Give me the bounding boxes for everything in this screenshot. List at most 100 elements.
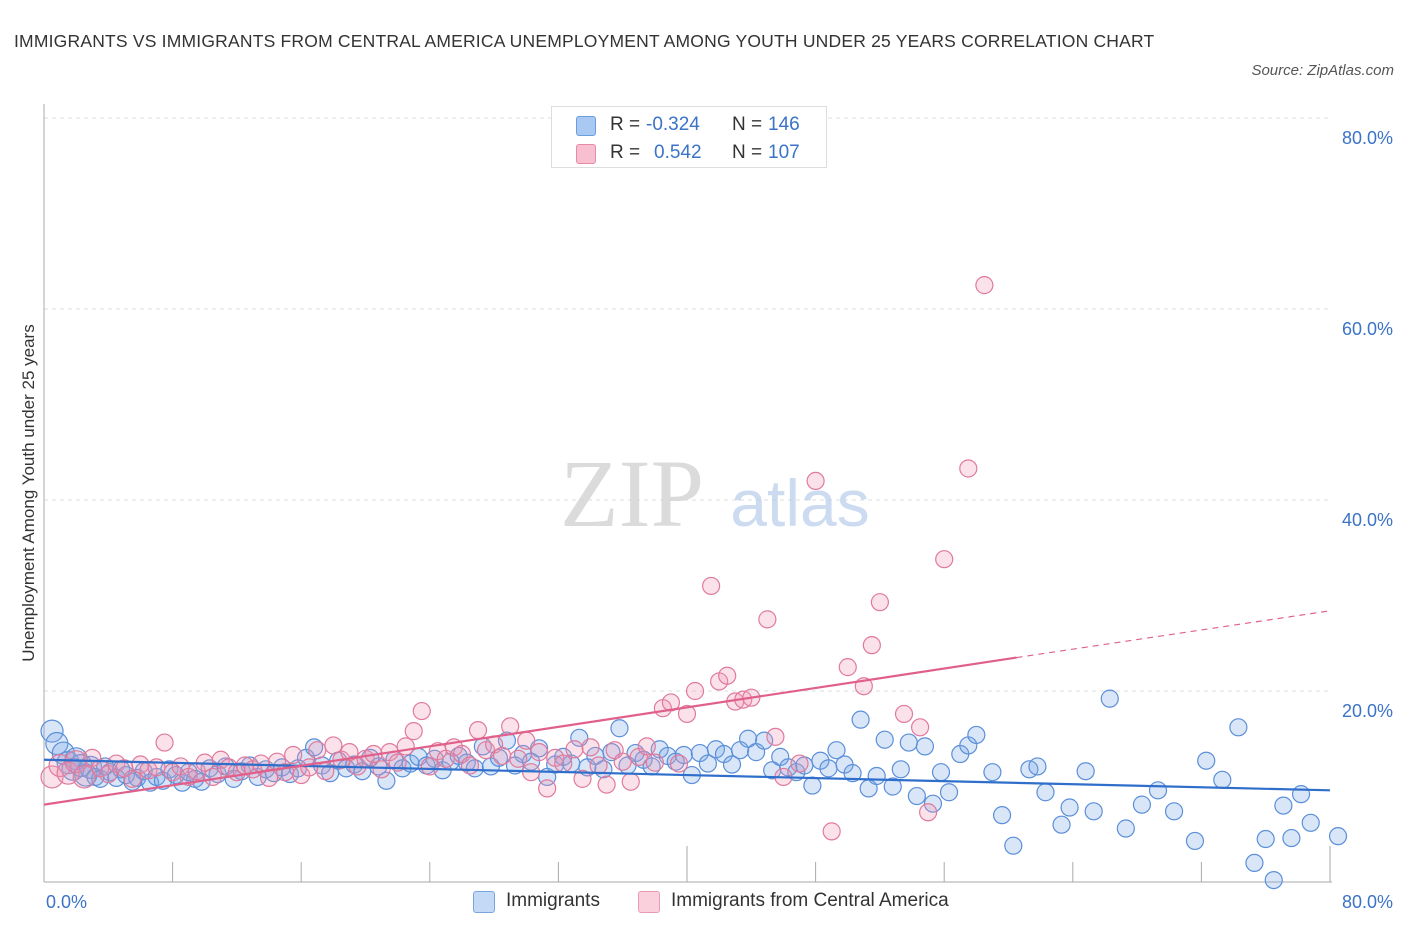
point-immigrants	[698, 754, 717, 773]
point-immigrants	[843, 764, 862, 783]
point-immigrants	[738, 729, 758, 748]
point-central-america	[420, 757, 439, 776]
point-central-america	[677, 704, 697, 724]
legend-label-immigrants: Immigrants	[506, 890, 600, 911]
y-tick-label: 60.0%	[1342, 319, 1393, 339]
point-central-america	[669, 754, 689, 773]
legend-n-value: 146	[768, 114, 800, 135]
point-immigrants	[883, 777, 902, 796]
point-immigrants	[983, 763, 1002, 782]
legend-r-label: R =	[610, 142, 641, 163]
data-points	[40, 276, 1348, 890]
point-immigrants	[610, 719, 629, 738]
legend-swatch-central-america	[576, 144, 596, 164]
point-immigrants	[1291, 785, 1311, 804]
point-central-america	[460, 756, 480, 775]
point-central-america	[340, 743, 359, 762]
point-central-america	[372, 760, 391, 779]
point-central-america	[300, 758, 319, 777]
point-central-america	[259, 768, 279, 788]
point-immigrants	[377, 771, 396, 790]
point-central-america	[493, 746, 512, 766]
point-central-america	[838, 658, 857, 677]
point-central-america	[685, 681, 705, 701]
point-central-america	[123, 769, 142, 788]
legend-r-value: 0.542	[654, 142, 702, 163]
legend-n-value: 107	[768, 142, 800, 163]
legend-r-value: -0.324	[646, 114, 700, 135]
point-central-america	[284, 745, 303, 765]
trend-line-central-america-extension	[1016, 610, 1331, 659]
point-immigrants	[907, 786, 926, 806]
point-immigrants	[1274, 796, 1293, 815]
point-central-america	[870, 593, 890, 612]
point-immigrants	[1028, 757, 1047, 776]
point-central-america	[959, 459, 978, 478]
point-immigrants	[803, 776, 822, 795]
point-central-america	[766, 727, 785, 746]
point-central-america	[975, 276, 994, 295]
point-central-america	[509, 749, 528, 768]
grid-lines	[44, 117, 1330, 692]
point-central-america	[758, 610, 777, 629]
point-central-america	[530, 743, 549, 762]
point-immigrants	[1148, 781, 1168, 800]
point-central-america	[324, 736, 343, 755]
point-central-america	[621, 772, 640, 791]
point-immigrants	[1185, 831, 1205, 851]
point-central-america	[396, 737, 415, 756]
point-immigrants	[851, 710, 870, 729]
point-immigrants	[967, 725, 986, 745]
legend-label-central-america: Immigrants from Central America	[671, 890, 949, 911]
point-immigrants	[1197, 751, 1216, 770]
point-central-america	[468, 721, 488, 740]
point-immigrants	[1328, 827, 1348, 846]
watermark-zip: ZIP	[560, 440, 704, 547]
point-immigrants	[827, 741, 846, 760]
point-central-america	[806, 471, 825, 490]
point-immigrants	[899, 733, 918, 752]
correlation-legend: R = -0.324 N = 146 R = 0.542 N = 107	[551, 106, 827, 168]
point-central-america	[919, 803, 938, 822]
point-central-america	[388, 753, 407, 772]
point-immigrants	[304, 738, 324, 757]
point-immigrants	[1245, 853, 1264, 873]
point-immigrants	[1282, 828, 1301, 848]
chart-source: Source: ZipAtlas.com	[1251, 62, 1394, 79]
point-central-america	[72, 765, 96, 789]
point-immigrants	[915, 737, 935, 756]
point-central-america	[573, 769, 592, 788]
point-central-america	[589, 756, 608, 775]
point-immigrants	[931, 763, 951, 782]
point-immigrants	[1132, 795, 1152, 814]
y-axis-label: Unemployment Among Youth under 25 years	[19, 324, 38, 661]
legend-swatch-central-america	[638, 891, 660, 913]
legend-r-label: R =	[610, 114, 641, 135]
point-central-america	[661, 693, 681, 712]
point-central-america	[554, 754, 573, 773]
point-central-america	[910, 718, 930, 737]
legend-n-label: N =	[732, 142, 763, 163]
point-central-america	[538, 779, 557, 798]
point-immigrants	[923, 794, 943, 813]
point-immigrants	[1060, 798, 1079, 817]
point-immigrants	[867, 766, 886, 786]
point-immigrants	[1036, 783, 1055, 802]
point-immigrants	[1264, 870, 1283, 890]
trend-line-central-america	[43, 656, 1017, 806]
point-central-america	[308, 741, 327, 760]
y-tick-label: 80.0%	[1342, 128, 1393, 148]
point-immigrants	[465, 759, 484, 778]
point-central-america	[702, 576, 721, 596]
tick-labels: 20.0% 40.0% 60.0% 80.0% 0.0% 80.0%	[46, 128, 1393, 912]
point-central-america	[597, 775, 616, 794]
point-central-america	[565, 740, 584, 759]
point-immigrants	[1084, 802, 1103, 821]
y-tick-label: 40.0%	[1342, 510, 1393, 530]
point-central-america	[412, 701, 431, 721]
y-tick-label: 20.0%	[1342, 701, 1393, 721]
point-immigrants	[1116, 819, 1135, 838]
point-immigrants	[722, 755, 742, 774]
point-central-america	[822, 822, 841, 841]
